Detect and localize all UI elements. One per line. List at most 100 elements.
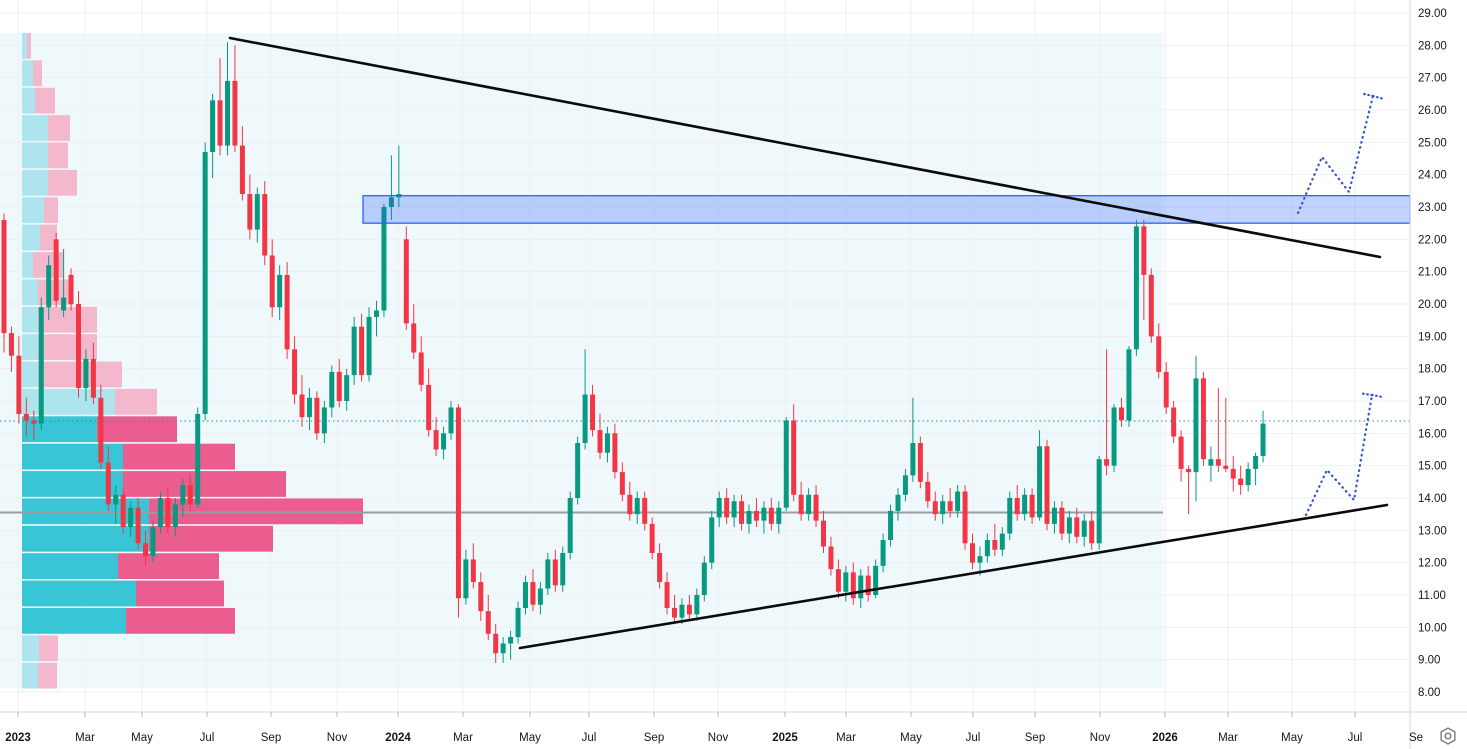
volume-profile[interactable] xyxy=(22,33,363,689)
candle-body xyxy=(463,559,469,599)
candle-body xyxy=(314,397,320,434)
candle-body xyxy=(1066,517,1072,534)
time-label: 2026 xyxy=(1152,732,1178,744)
gear-hexagon xyxy=(1440,727,1456,745)
time-label: Mar xyxy=(1218,732,1238,744)
arrow-head-icon xyxy=(1370,393,1385,399)
candle-body xyxy=(1178,436,1184,469)
volume-profile-buy-bar xyxy=(22,142,48,169)
volume-profile-buy-bar xyxy=(22,224,40,251)
volume-profile-buy-bar xyxy=(22,525,149,552)
price-label: 15.00 xyxy=(1418,461,1447,473)
volume-profile-buy-bar xyxy=(22,361,38,388)
candle-body xyxy=(932,501,938,515)
candle-body xyxy=(910,443,916,476)
price-label: 16.00 xyxy=(1418,428,1447,440)
candle-body xyxy=(351,326,357,376)
time-label: Nov xyxy=(708,732,729,744)
time-axis[interactable]: 2023 Mar May Jul Sep Nov 2024 Mar May Jul Sep Nov 20… xyxy=(5,712,1423,744)
volume-profile-buy-bar xyxy=(22,635,39,662)
projection-arrow-lower[interactable] xyxy=(1304,392,1385,517)
candle-body xyxy=(172,504,178,528)
volume-profile-sell-bar xyxy=(149,525,273,552)
candle-body xyxy=(8,333,14,356)
candle-body xyxy=(701,562,707,595)
candle-body xyxy=(1096,459,1102,544)
candle-body xyxy=(902,475,908,495)
price-label: 9.00 xyxy=(1418,655,1440,667)
volume-profile-buy-bar xyxy=(22,334,38,360)
settings-icon[interactable] xyxy=(1440,727,1456,745)
candle-body xyxy=(567,498,573,553)
candle-body xyxy=(1119,407,1124,421)
candle-body xyxy=(1089,520,1095,544)
candle-body xyxy=(217,100,223,146)
projection-arrow-upper[interactable] xyxy=(1296,92,1386,215)
candle-body xyxy=(90,358,96,398)
candle-body xyxy=(366,316,372,376)
time-label: 2024 xyxy=(385,732,411,744)
volume-profile-buy-bar xyxy=(22,87,35,114)
volume-profile-sell-bar xyxy=(35,87,55,114)
candle-body xyxy=(1171,407,1177,437)
candle-body xyxy=(1245,468,1251,486)
volume-profile-sell-bar xyxy=(48,115,70,141)
candle-body xyxy=(321,407,327,434)
candle-body xyxy=(38,307,44,424)
candle-body xyxy=(843,572,849,592)
candle-body xyxy=(455,407,461,599)
time-label: Mar xyxy=(453,732,473,744)
candle-body xyxy=(478,582,484,612)
arrow-head-icon xyxy=(1359,392,1374,397)
candle-body xyxy=(925,481,931,502)
price-label: 11.00 xyxy=(1418,590,1446,602)
candle-body xyxy=(1223,465,1229,469)
candle-body xyxy=(1051,507,1057,524)
volume-profile-sell-bar xyxy=(33,60,42,87)
ascending-trendline[interactable] xyxy=(518,503,1389,650)
time-label: Nov xyxy=(1090,732,1111,744)
volume-profile-buy-bar xyxy=(22,60,33,87)
price-axis[interactable]: 29.00 28.00 27.00 26.00 25.00 24.00 23.00 22.00… xyxy=(1418,8,1447,699)
candle-body xyxy=(731,501,737,518)
descending-trendline[interactable] xyxy=(228,36,1382,259)
candle-body xyxy=(1253,455,1259,469)
candle-body xyxy=(962,491,968,544)
time-label: 2023 xyxy=(5,732,31,744)
candle-body xyxy=(210,100,216,153)
supply-zone-box[interactable] xyxy=(362,195,1411,224)
candle-body xyxy=(895,494,901,511)
candle-body xyxy=(135,507,141,544)
arrow-head-icon xyxy=(1360,92,1375,98)
candle-body xyxy=(269,255,275,308)
candle-body xyxy=(1,219,7,334)
volume-profile-sell-bar xyxy=(38,306,97,333)
volume-profile-sell-bar xyxy=(123,443,235,470)
volume-profile-buy-bar xyxy=(22,553,118,579)
candle-body xyxy=(359,326,365,376)
price-label: 25.00 xyxy=(1418,137,1447,149)
candle-body xyxy=(1156,336,1162,372)
candle-body xyxy=(1141,226,1147,275)
candle-body xyxy=(530,582,536,605)
candle-body xyxy=(1186,468,1192,473)
time-label: May xyxy=(131,732,153,744)
volume-profile-sell-bar xyxy=(39,635,58,662)
time-label: May xyxy=(1281,732,1303,744)
time-label: Jul xyxy=(966,732,981,744)
candle-body xyxy=(940,501,946,515)
candle-body xyxy=(448,407,454,434)
candle-body xyxy=(381,207,387,311)
volume-profile-buy-bar xyxy=(22,416,97,443)
candle-body xyxy=(508,637,514,644)
candle-body xyxy=(1111,407,1117,466)
candle-body xyxy=(992,540,998,550)
time-label: Jul xyxy=(1348,732,1363,744)
candlestick-series[interactable] xyxy=(1,42,1266,663)
candle-body xyxy=(1044,446,1050,524)
price-label: 23.00 xyxy=(1418,202,1447,214)
time-label: Se xyxy=(1409,732,1423,744)
volume-profile-sell-bar xyxy=(115,388,157,415)
